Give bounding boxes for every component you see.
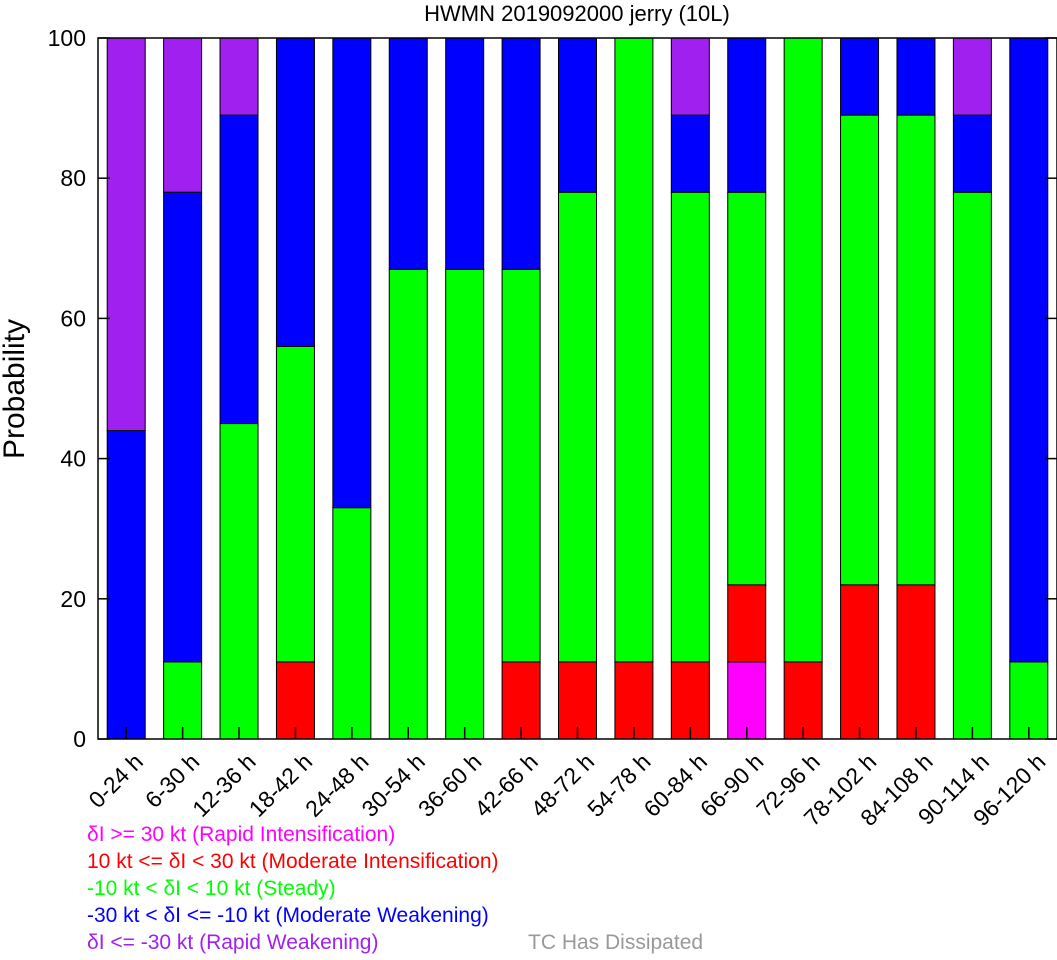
- bar-segment: [1009, 37, 1049, 663]
- bar-segment: [275, 661, 315, 740]
- bar-segment: [219, 114, 259, 425]
- bar-segment: [332, 37, 372, 509]
- bar-segment: [219, 37, 259, 116]
- y-tick-label: 20: [60, 586, 86, 612]
- legend-dissipated: TC Has Dissipated: [528, 931, 703, 954]
- bar-segment: [840, 584, 880, 740]
- bar-segment: [275, 37, 315, 347]
- bar-segment: [952, 191, 992, 740]
- bar-segment: [896, 114, 936, 586]
- bar-segment: [670, 661, 710, 740]
- bar-segment: [896, 37, 936, 116]
- bar-segment: [558, 191, 597, 663]
- legend-entry: -30 kt < δI <= -10 kt (Moderate Weakenin…: [87, 904, 489, 927]
- bar-segment: [388, 268, 428, 740]
- bar-segment: [840, 37, 880, 116]
- bar-segment: [840, 114, 880, 586]
- bar-segment: [896, 584, 936, 740]
- bar-segment: [163, 661, 203, 740]
- y-tick-label: 80: [60, 165, 86, 191]
- y-tick-label: 0: [73, 726, 86, 752]
- bar-segment: [332, 507, 372, 740]
- bar-segment: [163, 37, 203, 193]
- bar-segment: [783, 37, 823, 663]
- bar-segment: [388, 37, 428, 270]
- bar-segment: [501, 37, 541, 270]
- bar-segment: [163, 191, 203, 663]
- bar-segment: [727, 584, 767, 663]
- bar-segment: [445, 268, 485, 740]
- bar-segment: [670, 37, 710, 116]
- y-tick-label: 100: [48, 25, 86, 51]
- bar-segment: [952, 37, 992, 116]
- bars-layer: [106, 37, 1049, 740]
- legend: δI >= 30 kt (Rapid Intensification) 10 kt…: [87, 823, 703, 954]
- bar-segment: [952, 114, 992, 193]
- bar-segment: [614, 37, 654, 663]
- legend-entry: -10 kt < δI < 10 kt (Steady): [87, 877, 336, 900]
- y-axis-label: Probability: [0, 319, 31, 459]
- legend-entry: 10 kt <= δI < 30 kt (Moderate Intensific…: [87, 850, 499, 873]
- bar-segment: [558, 661, 597, 740]
- bar-segment: [501, 268, 541, 663]
- legend-entry: δI <= -30 kt (Rapid Weakening): [87, 931, 378, 954]
- bar-segment: [275, 345, 315, 663]
- bar-segment: [670, 191, 710, 663]
- bar-segment: [783, 661, 823, 740]
- y-tick-label: 40: [60, 446, 86, 472]
- bar-segment: [727, 191, 767, 586]
- bar-segment: [106, 37, 146, 432]
- bar-segment: [106, 430, 146, 740]
- bar-segment: [670, 114, 710, 193]
- y-tick-label: 60: [60, 305, 86, 331]
- x-tick-label: 0-24 h: [83, 748, 148, 813]
- legend-entry: δI >= 30 kt (Rapid Intensification): [87, 823, 395, 846]
- bar-segment: [558, 37, 597, 193]
- chart-title: HWMN 2019092000 jerry (10L): [424, 1, 730, 26]
- bar-segment: [219, 423, 259, 740]
- bar-segment: [445, 37, 485, 270]
- bar-segment: [727, 37, 767, 193]
